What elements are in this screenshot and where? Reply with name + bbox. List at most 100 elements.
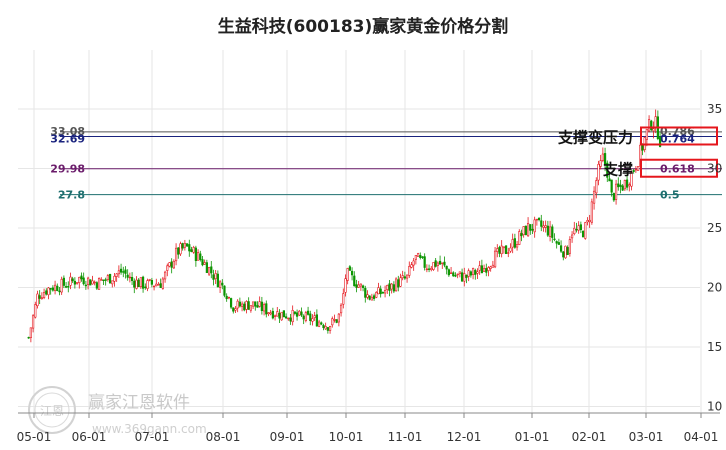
- candle-body: [416, 253, 420, 257]
- candle-body: [273, 315, 277, 317]
- candle-body: [58, 290, 61, 293]
- candle-body: [328, 326, 332, 331]
- candle-body: [89, 279, 92, 286]
- candle-body: [80, 275, 83, 280]
- candle-body: [148, 279, 151, 281]
- candle-body: [460, 272, 464, 282]
- x-tick-label: 04-01: [684, 430, 719, 444]
- candle-body: [304, 312, 307, 321]
- candle-body: [658, 137, 662, 147]
- candle-body: [265, 303, 268, 315]
- candle-body: [441, 262, 444, 264]
- candle-body: [588, 219, 591, 222]
- candle-body: [100, 279, 103, 281]
- candle-body: [95, 282, 98, 289]
- x-tick-label: 06-01: [72, 430, 107, 444]
- candle-body: [205, 262, 208, 273]
- candle-body: [509, 247, 512, 252]
- watermark-logo-text: 江恩: [40, 404, 64, 418]
- candle-body: [557, 242, 560, 245]
- candle-body: [601, 153, 604, 161]
- candle-body: [531, 228, 534, 231]
- candle-body: [390, 283, 393, 290]
- candle-body: [381, 292, 384, 294]
- candle-body: [284, 316, 288, 319]
- candle-body: [293, 311, 296, 314]
- candle-body: [324, 326, 327, 330]
- candle-body: [493, 250, 497, 268]
- candle-body: [306, 310, 310, 315]
- candle-body: [133, 280, 136, 288]
- candle-body: [161, 278, 164, 289]
- candle-body: [287, 317, 290, 320]
- candle-body: [339, 304, 343, 314]
- candle-body: [135, 279, 138, 289]
- candle-body: [500, 245, 503, 255]
- candle-body: [573, 227, 576, 234]
- candle-body: [641, 145, 644, 151]
- candle-body: [47, 287, 50, 296]
- candle-body: [333, 319, 336, 321]
- candle-body: [480, 265, 483, 274]
- candle-body: [388, 283, 391, 291]
- candle-body: [139, 277, 142, 287]
- candle-body: [225, 295, 228, 300]
- candle-body: [122, 271, 125, 273]
- candle-body: [146, 280, 149, 289]
- candle-body: [177, 247, 180, 255]
- candle-body: [425, 268, 428, 271]
- candle-body: [408, 266, 411, 276]
- candle-body: [326, 327, 329, 331]
- candle-body: [353, 275, 356, 287]
- candle-body: [84, 284, 87, 287]
- candle-body: [559, 245, 563, 252]
- candle-body: [619, 184, 622, 187]
- watermark: 江恩 赢家江恩软件 www.369gann.com: [28, 386, 207, 436]
- candle-body: [269, 312, 272, 315]
- candle-body: [599, 160, 602, 167]
- candle-body: [236, 300, 239, 309]
- x-tick-label: 10-01: [329, 430, 364, 444]
- candle-body: [359, 283, 362, 287]
- candle-body: [190, 249, 193, 253]
- candle-body: [137, 279, 140, 288]
- candle-body: [278, 312, 281, 319]
- candle-body: [553, 238, 556, 241]
- candle-body: [432, 262, 435, 270]
- candle-body: [64, 286, 68, 288]
- x-tick-label: 11-01: [388, 430, 423, 444]
- candle-body: [430, 267, 433, 271]
- candle-body: [49, 288, 52, 290]
- candle-body: [445, 265, 448, 270]
- candle-body: [51, 287, 54, 291]
- candle-body: [449, 272, 453, 274]
- candle-body: [86, 277, 90, 285]
- candle-body: [623, 180, 626, 190]
- candle-body: [124, 269, 127, 274]
- watermark-brand: 赢家江恩软件: [88, 393, 190, 413]
- ratio-boxes: [640, 126, 718, 178]
- candle-body: [62, 277, 65, 286]
- candle-body: [621, 185, 624, 191]
- y-tick-label: 35: [707, 102, 722, 116]
- candle-body: [496, 248, 499, 252]
- candle-body: [159, 283, 162, 288]
- candle-body: [27, 336, 30, 339]
- candle-body: [386, 284, 389, 290]
- candle-body: [515, 244, 519, 248]
- candle-body: [251, 301, 255, 307]
- candle-body: [463, 273, 466, 282]
- candle-body: [535, 218, 538, 221]
- candle-body: [34, 304, 37, 318]
- candle-body: [29, 327, 32, 338]
- candle-body: [282, 310, 285, 318]
- x-tick-label: 12-01: [447, 430, 482, 444]
- candle-body: [423, 256, 426, 268]
- candle-body: [597, 164, 600, 181]
- candle-body: [608, 178, 611, 182]
- candle-body: [562, 251, 565, 258]
- candle-body: [654, 116, 657, 128]
- candle-body: [181, 243, 184, 249]
- candle-body: [348, 266, 351, 271]
